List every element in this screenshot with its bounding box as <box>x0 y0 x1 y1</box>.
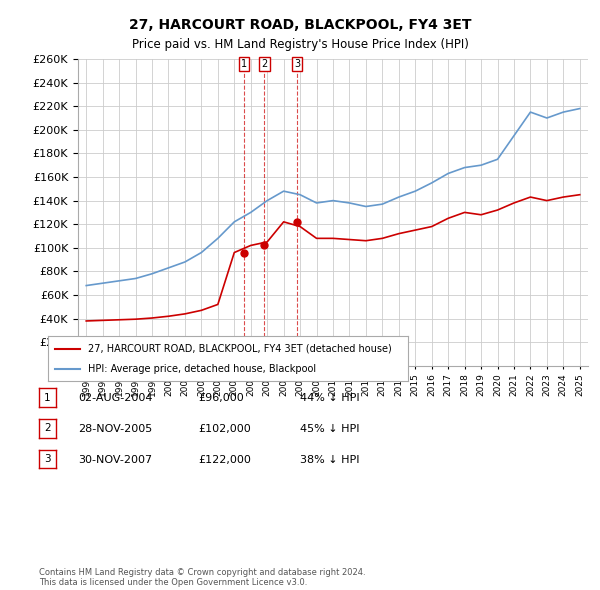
Text: 44% ↓ HPI: 44% ↓ HPI <box>300 394 359 403</box>
Text: 2: 2 <box>44 424 51 433</box>
Text: 30-NOV-2007: 30-NOV-2007 <box>78 455 152 464</box>
Text: 28-NOV-2005: 28-NOV-2005 <box>78 424 152 434</box>
Text: 1: 1 <box>44 393 51 402</box>
Text: £102,000: £102,000 <box>198 424 251 434</box>
Text: HPI: Average price, detached house, Blackpool: HPI: Average price, detached house, Blac… <box>88 365 316 375</box>
Text: 27, HARCOURT ROAD, BLACKPOOL, FY4 3ET (detached house): 27, HARCOURT ROAD, BLACKPOOL, FY4 3ET (d… <box>88 344 391 353</box>
Text: 2: 2 <box>262 59 268 69</box>
Text: 3: 3 <box>294 59 301 69</box>
Text: Price paid vs. HM Land Registry's House Price Index (HPI): Price paid vs. HM Land Registry's House … <box>131 38 469 51</box>
Text: £96,000: £96,000 <box>198 394 244 403</box>
Text: 1: 1 <box>241 59 247 69</box>
Text: 45% ↓ HPI: 45% ↓ HPI <box>300 424 359 434</box>
Text: 3: 3 <box>44 454 51 464</box>
Text: £122,000: £122,000 <box>198 455 251 464</box>
Text: 38% ↓ HPI: 38% ↓ HPI <box>300 455 359 464</box>
Text: 02-AUG-2004: 02-AUG-2004 <box>78 394 152 403</box>
Text: Contains HM Land Registry data © Crown copyright and database right 2024.
This d: Contains HM Land Registry data © Crown c… <box>39 568 365 587</box>
Text: 27, HARCOURT ROAD, BLACKPOOL, FY4 3ET: 27, HARCOURT ROAD, BLACKPOOL, FY4 3ET <box>129 18 471 32</box>
